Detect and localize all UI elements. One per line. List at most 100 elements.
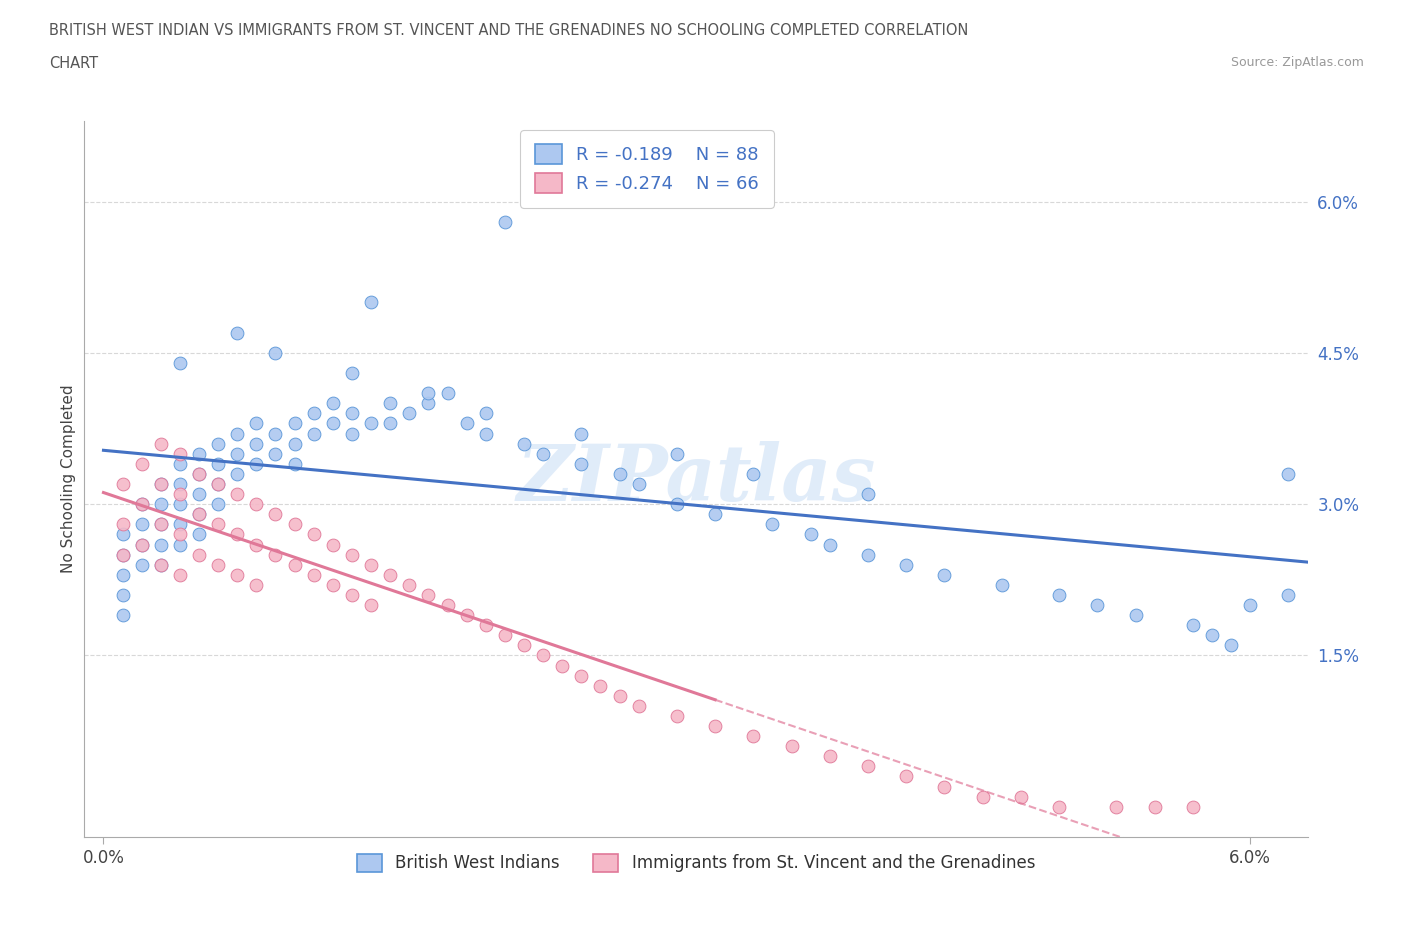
Point <box>169 457 191 472</box>
Point <box>665 446 688 461</box>
Point <box>436 598 458 613</box>
Point <box>226 467 249 482</box>
Point <box>418 396 440 411</box>
Point <box>627 698 650 713</box>
Point <box>360 295 382 310</box>
Point <box>322 537 344 551</box>
Point <box>609 688 631 703</box>
Point <box>149 537 172 551</box>
Point <box>856 486 879 501</box>
Point <box>494 214 516 229</box>
Point <box>704 719 727 734</box>
Point <box>1220 638 1243 653</box>
Text: CHART: CHART <box>49 56 98 71</box>
Point <box>149 497 172 512</box>
Point <box>934 779 956 794</box>
Point <box>322 396 344 411</box>
Point <box>207 476 229 491</box>
Point <box>934 567 956 582</box>
Point <box>169 497 191 512</box>
Point <box>264 547 287 562</box>
Point <box>226 527 249 542</box>
Point <box>111 547 134 562</box>
Point <box>188 547 211 562</box>
Point <box>474 618 496 632</box>
Point <box>589 678 612 693</box>
Point <box>284 436 307 451</box>
Point <box>131 557 153 572</box>
Point <box>780 738 803 753</box>
Point <box>380 416 402 431</box>
Point <box>226 326 249 340</box>
Point <box>856 547 879 562</box>
Point <box>742 467 765 482</box>
Point <box>245 537 267 551</box>
Point <box>800 527 823 542</box>
Point <box>360 598 382 613</box>
Point <box>551 658 574 673</box>
Point <box>207 497 229 512</box>
Point <box>1047 799 1070 814</box>
Point <box>1181 799 1204 814</box>
Point <box>1105 799 1128 814</box>
Point <box>896 557 918 572</box>
Point <box>188 486 211 501</box>
Point <box>474 406 496 421</box>
Point <box>264 446 287 461</box>
Point <box>245 436 267 451</box>
Point <box>761 517 783 532</box>
Point <box>169 527 191 542</box>
Point <box>226 486 249 501</box>
Point <box>169 446 191 461</box>
Point <box>609 467 631 482</box>
Point <box>149 436 172 451</box>
Point <box>531 648 554 663</box>
Point <box>111 607 134 622</box>
Point <box>398 578 420 592</box>
Point <box>340 588 363 603</box>
Point <box>226 446 249 461</box>
Point <box>398 406 420 421</box>
Point <box>111 476 134 491</box>
Point <box>360 416 382 431</box>
Point <box>322 416 344 431</box>
Point <box>149 557 172 572</box>
Point <box>896 769 918 784</box>
Point <box>245 416 267 431</box>
Point <box>569 426 592 441</box>
Point <box>188 467 211 482</box>
Point <box>188 527 211 542</box>
Point <box>207 557 229 572</box>
Point <box>1085 598 1108 613</box>
Point <box>131 537 153 551</box>
Point <box>149 557 172 572</box>
Point <box>1143 799 1166 814</box>
Point <box>818 749 841 764</box>
Text: ZIPatlas: ZIPatlas <box>516 441 876 517</box>
Point <box>456 607 478 622</box>
Point <box>340 406 363 421</box>
Point <box>169 476 191 491</box>
Point <box>207 517 229 532</box>
Point <box>207 476 229 491</box>
Point <box>169 486 191 501</box>
Point <box>1181 618 1204 632</box>
Point <box>188 507 211 522</box>
Point <box>264 345 287 360</box>
Point <box>340 426 363 441</box>
Point <box>245 578 267 592</box>
Point <box>513 638 536 653</box>
Point <box>226 426 249 441</box>
Point <box>207 436 229 451</box>
Point <box>149 476 172 491</box>
Point <box>149 476 172 491</box>
Point <box>302 406 325 421</box>
Point <box>284 517 307 532</box>
Point <box>818 537 841 551</box>
Point <box>340 547 363 562</box>
Point <box>360 557 382 572</box>
Point <box>569 668 592 683</box>
Point <box>665 497 688 512</box>
Point <box>627 476 650 491</box>
Point <box>302 567 325 582</box>
